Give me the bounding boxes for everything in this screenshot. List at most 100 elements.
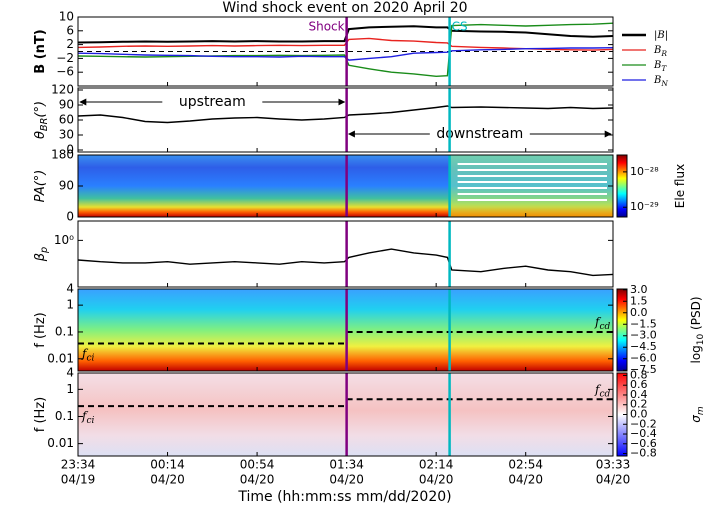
colorbar-tick-label: 0.4 xyxy=(630,388,648,401)
y-axis-label: θBR(°) xyxy=(33,101,51,139)
colorbar-tick-label: −6.0 xyxy=(630,352,657,365)
text-part: (PSD) xyxy=(689,296,703,333)
text-part: B xyxy=(653,45,661,56)
axes-frame xyxy=(77,288,614,372)
line-series xyxy=(77,25,614,44)
x-tick-label: 23:34 xyxy=(61,458,96,472)
event-label: CS xyxy=(452,20,468,34)
x-tick-label: 02:14 xyxy=(419,458,454,472)
line-series xyxy=(77,105,614,124)
annotation: upstream xyxy=(179,94,246,110)
spectrogram-gap xyxy=(457,199,607,201)
text-part: p xyxy=(39,247,50,254)
spectrogram xyxy=(449,155,613,217)
y-tick-label: 120 xyxy=(51,83,74,97)
spectrogram-gap xyxy=(457,193,607,195)
text-part: T xyxy=(661,64,667,73)
text-part: ci xyxy=(86,416,94,426)
x-tick-label: 03:33 xyxy=(596,458,631,472)
legend-label: BN xyxy=(653,75,668,89)
text-part: ci xyxy=(86,353,94,363)
y-tick-label: 0 xyxy=(66,143,74,157)
text-part: B xyxy=(653,75,661,86)
text-part: B xyxy=(653,60,661,71)
text-part: (°) xyxy=(33,101,48,118)
y-tick-label: 0.01 xyxy=(47,351,74,365)
frequency-label: fcd xyxy=(594,314,610,331)
frequency-label: fci xyxy=(81,346,94,363)
y-tick-label: 180 xyxy=(51,148,74,162)
spectrogram-gap xyxy=(457,163,607,165)
colorbar-label: Ele flux xyxy=(673,164,687,208)
text-part: R xyxy=(660,49,667,58)
text-part: log xyxy=(689,345,703,363)
legend-label: |B| xyxy=(654,30,668,41)
text-part: BR xyxy=(39,118,50,131)
text-part: 10 xyxy=(696,333,706,345)
text-part: θ xyxy=(33,131,48,139)
spectrogram-gap xyxy=(457,175,607,177)
text-part: |B| xyxy=(654,30,668,41)
x-tick-label: 04/20 xyxy=(150,473,185,487)
colorbar-tick-label: −0.8 xyxy=(630,447,657,460)
y-tick-label: 1 xyxy=(66,382,74,396)
legend-label: BR xyxy=(653,45,667,59)
text-part: f xyxy=(81,409,89,423)
text-part: m xyxy=(696,406,706,415)
x-tick-label: 04/20 xyxy=(240,473,275,487)
colorbar-tick-label: 0.0 xyxy=(630,306,648,319)
colorbar-tick-label: 1.5 xyxy=(630,294,648,307)
x-axis-label: Time (hh:mm:ss mm/dd/2020) xyxy=(237,489,451,505)
y-tick-label: 90 xyxy=(59,179,74,193)
colorbar-tick-label: 0.8 xyxy=(630,368,648,381)
y-tick-label: 90 xyxy=(59,98,74,112)
y-axis-label: βp xyxy=(33,247,51,263)
y-tick-label: −6 xyxy=(56,65,74,79)
colorbar-label: σm xyxy=(689,406,706,423)
colorbar-tick-label: −0.6 xyxy=(630,437,657,450)
axes-frame xyxy=(77,220,614,288)
text-part: cd xyxy=(599,321,610,331)
axes-frame xyxy=(77,372,614,457)
text-part: σ xyxy=(689,415,703,423)
spectrogram-gap xyxy=(457,169,607,171)
annotation: downstream xyxy=(436,126,523,142)
y-tick-label: 4 xyxy=(66,282,74,296)
x-tick-label: 04/19 xyxy=(61,473,96,487)
y-tick-label: 0.01 xyxy=(47,436,74,450)
line-series xyxy=(77,248,614,277)
x-tick-label: 01:34 xyxy=(329,458,364,472)
axes-frame xyxy=(77,16,614,87)
y-tick-label: 10⁰ xyxy=(54,233,74,247)
title: Wind shock event on 2020 April 20 xyxy=(222,0,467,16)
event-label: Shock xyxy=(308,20,344,34)
x-tick-label: 00:54 xyxy=(240,458,275,472)
colorbar-tick-label: −7.5 xyxy=(630,363,657,376)
text-part: PA(°) xyxy=(33,170,48,203)
axes-frame xyxy=(77,87,614,153)
line-series xyxy=(77,22,614,78)
text-part: β xyxy=(33,253,48,262)
y-tick-label: 1 xyxy=(66,298,74,312)
text-part: B (nT) xyxy=(33,29,48,73)
colorbar-tick-label: −0.2 xyxy=(630,417,657,430)
x-tick-label: 00:14 xyxy=(150,458,185,472)
y-tick-label: 30 xyxy=(59,128,74,142)
text-part: f xyxy=(594,314,602,328)
colorbar-label: log10 (PSD) xyxy=(689,296,706,363)
y-tick-label: 0.1 xyxy=(55,324,74,338)
x-tick-label: 04/20 xyxy=(596,473,631,487)
colorbar xyxy=(616,154,628,218)
x-tick-label: 04/20 xyxy=(329,473,364,487)
frequency-label: fci xyxy=(81,409,94,426)
y-tick-label: 4 xyxy=(66,366,74,380)
annotation-bg xyxy=(164,93,261,111)
y-tick-label: 10 xyxy=(59,10,74,24)
colorbar-tick-label: 10⁻²⁸ xyxy=(630,165,659,178)
text-part: f xyxy=(81,346,89,360)
colorbar-tick-label: −4.5 xyxy=(630,340,657,353)
line-series xyxy=(77,47,614,61)
colorbar-tick-label: 3.0 xyxy=(630,283,648,296)
x-tick-label: 02:54 xyxy=(508,458,543,472)
